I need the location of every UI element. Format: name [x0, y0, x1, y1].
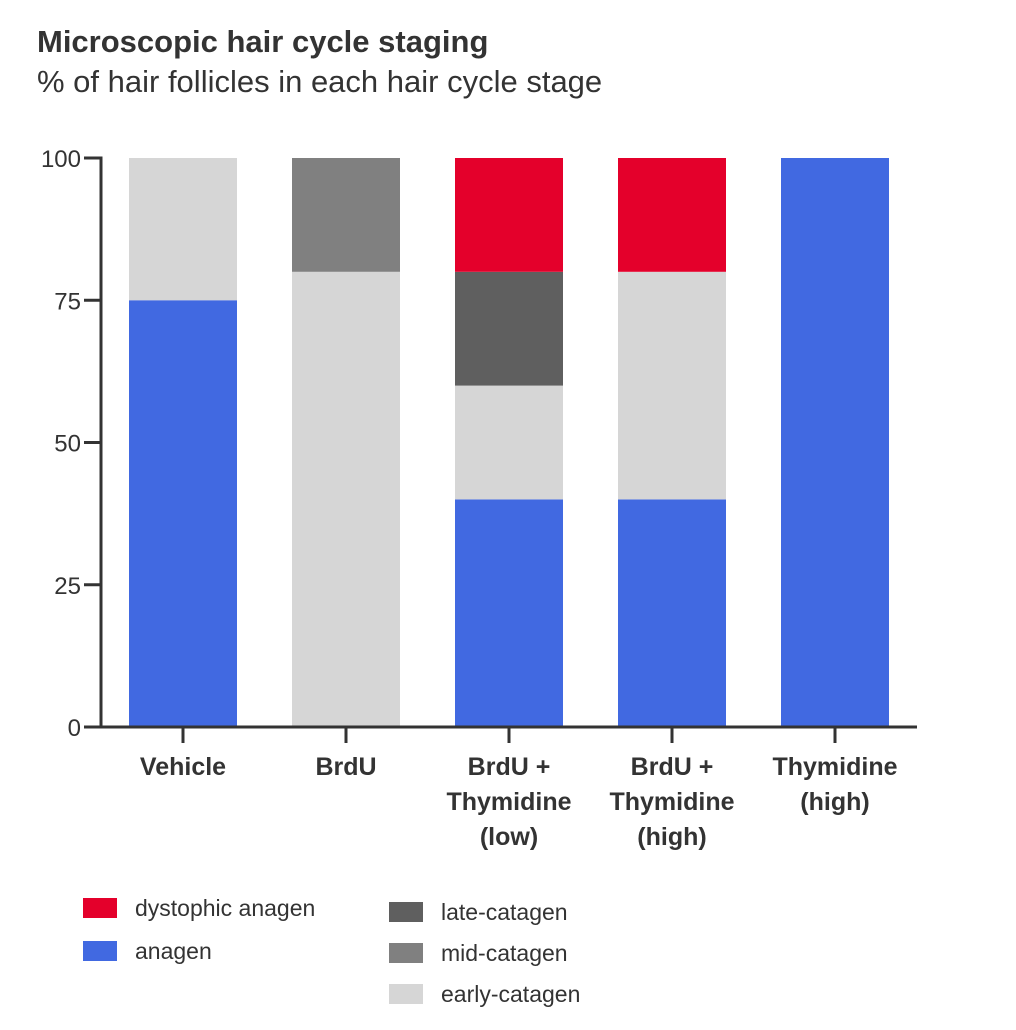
- legend-label: anagen: [135, 938, 212, 964]
- legend-swatch: [389, 902, 423, 922]
- legend-swatch: [83, 898, 117, 918]
- x-tick-label-line: Thymidine: [772, 753, 897, 781]
- x-tick-label: BrdU + Thymidine (low): [446, 753, 571, 851]
- x-tick-label-line: (high): [800, 788, 869, 816]
- axes-group: 0 25 50 75 100 Vehicle BrdU BrdU + Thymidine (low…: [41, 146, 917, 851]
- x-tick-label: BrdU: [315, 753, 376, 781]
- x-tick-label-line: BrdU +: [631, 753, 714, 781]
- legend-item: mid-catagen: [389, 940, 568, 966]
- bar-segment-early-catagen: [129, 158, 237, 301]
- x-tick-label-line: Thymidine: [446, 788, 571, 816]
- x-tick-label: Thymidine (high): [772, 753, 897, 816]
- legend-label: early-catagen: [441, 981, 580, 1007]
- bar-segment-early-catagen: [455, 385, 563, 500]
- legend-swatch: [83, 941, 117, 961]
- legend-swatch: [389, 984, 423, 1004]
- legend-label: dystophic anagen: [135, 895, 315, 921]
- legend-item: late-catagen: [389, 899, 568, 925]
- legend-item: anagen: [83, 938, 212, 964]
- x-tick-label-line: BrdU: [315, 753, 376, 781]
- y-tick-label: 75: [54, 288, 81, 315]
- bar-segment-anagen: [618, 499, 726, 727]
- x-tick-label-line: Vehicle: [140, 753, 226, 781]
- x-tick-label: BrdU + Thymidine (high): [609, 753, 734, 851]
- bar-segment-anagen: [455, 499, 563, 727]
- bar-segment-early-catagen: [618, 271, 726, 500]
- legend-item: early-catagen: [389, 981, 580, 1007]
- bar-segment-anagen: [781, 158, 889, 727]
- x-tick-label-line: Thymidine: [609, 788, 734, 816]
- bar-segment-anagen: [129, 300, 237, 727]
- x-tick-label: Vehicle: [140, 753, 226, 781]
- legend-label: mid-catagen: [441, 940, 568, 966]
- y-tick-label: 100: [41, 146, 81, 173]
- x-tick-label-line: (low): [480, 823, 538, 851]
- bar-segment-early-catagen: [292, 271, 400, 727]
- y-tick-label: 0: [68, 715, 81, 742]
- legend: dystophic anagen anagen late-catagen mid-ca…: [83, 895, 580, 1007]
- bar-segment-mid-catagen: [292, 158, 400, 272]
- y-tick-label: 25: [54, 573, 81, 600]
- x-tick-label-line: (high): [637, 823, 706, 851]
- bar-segment-late-catagen: [455, 271, 563, 386]
- bar-segment-dystophic-anagen: [618, 158, 726, 272]
- legend-item: dystophic anagen: [83, 895, 315, 921]
- legend-label: late-catagen: [441, 899, 568, 925]
- bars-group: [129, 158, 889, 727]
- y-tick-label: 50: [54, 431, 81, 458]
- bar-segment-dystophic-anagen: [455, 158, 563, 272]
- chart-title: Microscopic hair cycle staging: [37, 24, 489, 59]
- legend-swatch: [389, 943, 423, 963]
- x-tick-label-line: BrdU +: [468, 753, 551, 781]
- chart-subtitle: % of hair follicles in each hair cycle s…: [37, 64, 603, 99]
